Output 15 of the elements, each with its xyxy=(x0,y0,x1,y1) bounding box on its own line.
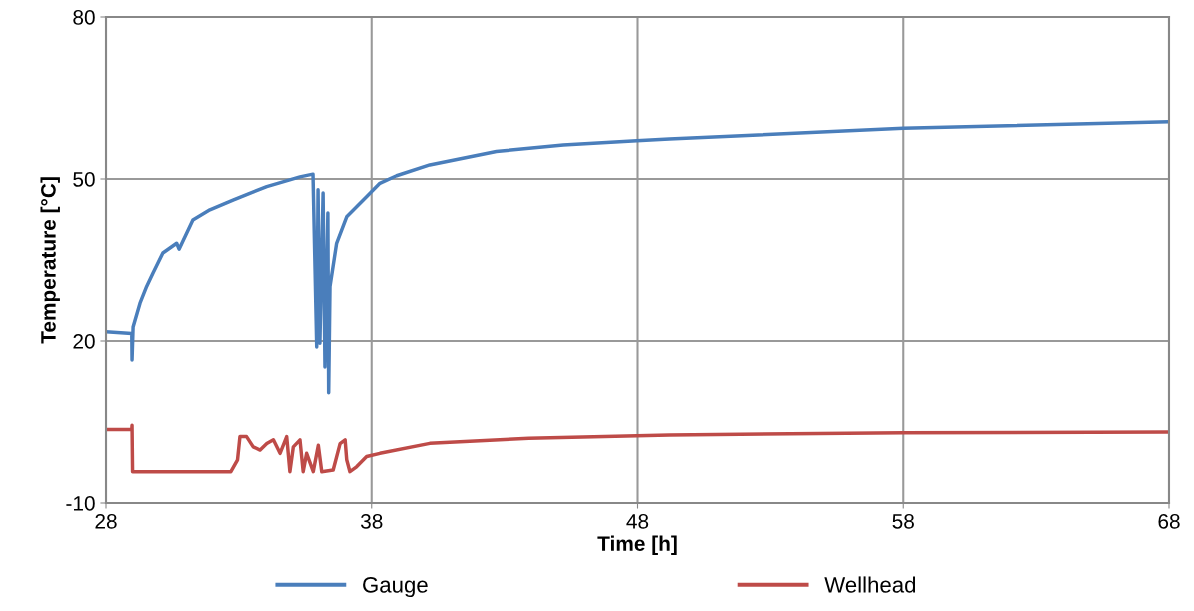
x-tick-label: 68 xyxy=(1158,513,1180,529)
legend-label: Gauge xyxy=(363,576,428,598)
x-tick-label: 48 xyxy=(626,513,649,529)
x-tick-label: 28 xyxy=(95,513,117,529)
line-series xyxy=(106,120,1169,395)
line-series xyxy=(106,423,1169,474)
y-axis-title: Temperature [°C] xyxy=(40,177,60,344)
legend-label: Wellhead xyxy=(824,576,916,593)
y-tick-label: 20 xyxy=(73,334,95,349)
x-tick-label: 38 xyxy=(360,513,383,529)
x-tick-label: 58 xyxy=(892,513,914,529)
x-axis-title: Time [h] xyxy=(597,535,677,556)
y-tick-label: 50 xyxy=(73,172,95,187)
y-tick-label: 80 xyxy=(73,10,95,25)
y-tick-label: -10 xyxy=(66,496,95,511)
